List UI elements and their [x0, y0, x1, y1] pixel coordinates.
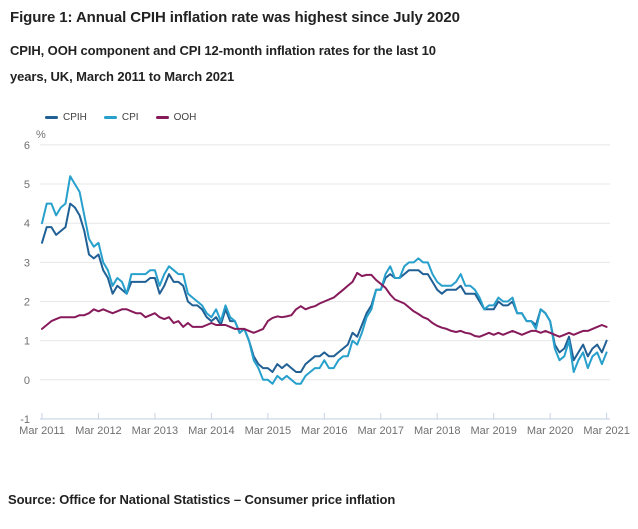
x-axis-label: Mar 2021 — [583, 425, 629, 437]
legend-item-cpi[interactable]: CPI — [103, 111, 139, 123]
y-axis-unit-label: % — [36, 129, 46, 141]
ons-figure-panel: Figure 1: Annual CPIH inflation rate was… — [0, 9, 638, 507]
x-axis-label: Mar 2016 — [301, 425, 347, 437]
x-axis-label: Mar 2015 — [245, 425, 291, 437]
legend-item-ooh[interactable]: OOH — [155, 111, 197, 123]
y-axis-label: -1 — [20, 414, 30, 426]
figure-title: Figure 1: Annual CPIH inflation rate was… — [10, 9, 460, 26]
x-axis-label: Mar 2012 — [75, 425, 121, 437]
y-axis-label: 2 — [24, 297, 30, 309]
x-axis-label: Mar 2011 — [19, 425, 65, 437]
x-axis-label: Mar 2018 — [414, 425, 460, 437]
y-axis-label: 6 — [24, 140, 30, 152]
y-axis-label: 1 — [24, 336, 30, 348]
x-axis-label: Mar 2019 — [470, 425, 516, 437]
ooh-line-swatch-icon — [155, 115, 169, 119]
figure-subtitle-line-1: CPIH, OOH component and CPI 12-month inf… — [10, 43, 436, 58]
cpi-line-swatch-icon — [103, 115, 117, 119]
x-axis-label: Mar 2013 — [132, 425, 178, 437]
cpih-line — [41, 202, 608, 373]
y-axis-label: 3 — [24, 257, 30, 269]
cpi-line — [41, 175, 608, 385]
legend-label-ooh: OOH — [173, 111, 197, 123]
x-axis-label: Mar 2020 — [527, 425, 573, 437]
ooh-line — [41, 271, 608, 338]
y-axis-label: 0 — [24, 375, 30, 387]
x-axis-label: Mar 2014 — [188, 425, 234, 437]
y-axis-label: 5 — [24, 179, 30, 191]
figure-subtitle: CPIH, OOH component and CPI 12-month inf… — [10, 38, 638, 90]
chart-legend: CPIH CPI OOH — [45, 110, 638, 124]
legend-label-cpi: CPI — [121, 111, 139, 123]
y-axis-label: 4 — [24, 218, 30, 230]
source-note: Source: Office for National Statistics –… — [8, 492, 396, 507]
cpih-line-swatch-icon — [45, 115, 58, 119]
legend-item-cpih[interactable]: CPIH — [45, 112, 87, 123]
figure-subtitle-line-2: years, UK, March 2011 to March 2021 — [10, 69, 235, 84]
legend-label-cpih: CPIH — [63, 111, 87, 123]
x-axis-label: Mar 2017 — [358, 425, 404, 437]
